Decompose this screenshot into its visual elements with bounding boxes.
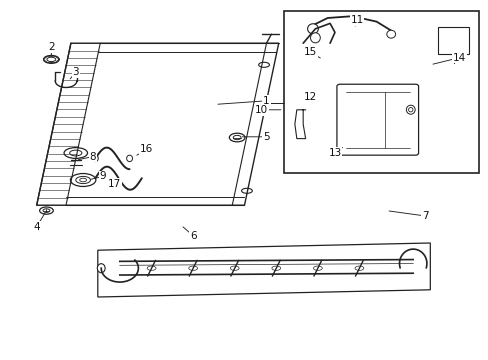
Ellipse shape [310, 33, 320, 43]
Ellipse shape [43, 55, 59, 63]
Ellipse shape [97, 264, 105, 273]
Ellipse shape [92, 155, 98, 162]
Text: 6: 6 [189, 231, 196, 241]
Text: 7: 7 [421, 211, 428, 221]
Ellipse shape [386, 30, 395, 38]
Text: 9: 9 [99, 171, 106, 181]
Bar [437, 27, 468, 54]
Ellipse shape [406, 105, 414, 114]
Bar [283, 11, 478, 173]
Ellipse shape [307, 24, 318, 34]
Text: 12: 12 [303, 92, 317, 102]
Text: 17: 17 [108, 179, 122, 189]
Ellipse shape [229, 133, 244, 142]
Ellipse shape [408, 108, 412, 112]
Text: 16: 16 [140, 144, 153, 154]
Ellipse shape [70, 174, 96, 186]
Text: 3: 3 [72, 67, 79, 77]
Text: 15: 15 [303, 47, 317, 57]
Text: 5: 5 [263, 132, 269, 142]
Ellipse shape [47, 57, 56, 62]
Text: 1: 1 [263, 96, 269, 106]
Text: 2: 2 [48, 42, 55, 52]
Text: 13: 13 [327, 148, 341, 158]
Text: 4: 4 [33, 222, 40, 232]
Text: 11: 11 [349, 15, 363, 25]
Ellipse shape [233, 135, 241, 140]
Text: 14: 14 [452, 53, 466, 63]
Text: 8: 8 [89, 152, 96, 162]
Ellipse shape [69, 150, 81, 156]
Ellipse shape [64, 148, 87, 158]
Ellipse shape [76, 176, 90, 184]
Ellipse shape [80, 178, 86, 182]
Text: 10: 10 [255, 105, 267, 115]
Ellipse shape [43, 209, 50, 212]
Ellipse shape [40, 207, 53, 214]
Ellipse shape [126, 155, 132, 162]
